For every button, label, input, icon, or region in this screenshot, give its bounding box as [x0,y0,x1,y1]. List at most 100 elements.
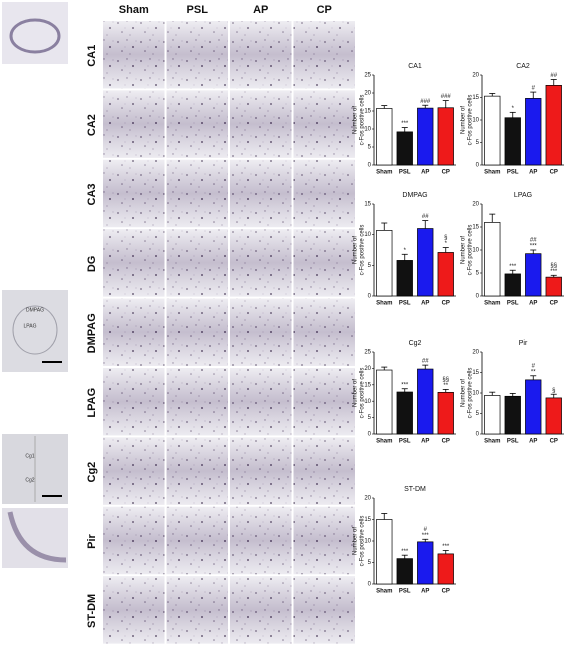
micrograph-shade [103,298,165,366]
micrograph-shade [103,576,165,644]
chart-title: Cg2 [409,340,422,347]
bar [376,369,393,435]
row-label: DMPAG [86,313,98,353]
micrograph-shade [166,90,228,158]
significance-label: # [532,363,536,369]
row-label: CA2 [86,114,98,136]
y-tick-label: 5 [368,145,372,151]
bar [525,379,542,435]
micrograph-shade [230,298,292,366]
x-tick-label: AP [529,439,537,445]
micrograph-shade [103,21,165,89]
micrograph-shade [230,90,292,158]
y-tick-label: 15 [472,225,479,231]
micrograph-shade [293,506,355,575]
bar [376,519,393,585]
chart-title: LPAG [514,192,532,199]
bar [545,276,562,297]
micrograph-shade [103,437,165,505]
significance-label: * [445,241,448,247]
micrograph-shade [230,21,292,89]
column-header: AP [253,4,268,16]
significance-label: *** [509,264,517,270]
y-tick-label: 20 [364,91,371,97]
x-tick-label: PSL [399,170,411,176]
y-tick-label: 20 [472,73,479,79]
micrograph-shade [103,229,165,297]
y-axis-label: Number of [353,379,359,407]
significance-label: # [424,527,428,533]
y-tick-label: 0 [476,163,480,169]
significance-label: § [444,235,447,241]
y-axis-label: c-Fos positive cells [360,368,366,419]
x-tick-label: CP [442,589,450,595]
micrograph-shade [166,298,228,366]
y-tick-label: 15 [364,109,371,115]
micrograph-shade [230,229,292,297]
significance-label: ## [530,238,537,244]
bar [525,253,542,297]
chart-title: ST-DM [404,486,426,493]
significance-label: §§ [442,377,449,383]
y-tick-label: 20 [364,366,371,372]
micrograph-shade [103,368,165,436]
chart-title: Pir [519,340,528,347]
thumbnail-shape [9,18,61,54]
y-tick-label: 5 [368,560,372,566]
thumbnail-shape [7,511,67,563]
significance-label: ### [420,99,431,105]
y-tick-label: 15 [364,517,371,523]
y-axis-label: Number of [353,236,359,264]
significance-label: *** [422,533,430,539]
row-label: LPAG [86,388,98,418]
micrograph-shade [166,159,228,228]
y-tick-label: 5 [368,415,372,421]
chart-title: CA2 [516,63,530,70]
y-tick-label: 15 [472,95,479,101]
thumbnail-shape [12,305,58,355]
bar [396,260,413,297]
bar [437,553,454,585]
significance-label: * [404,248,407,254]
y-tick-label: 0 [368,432,372,438]
x-tick-label: CP [550,301,558,307]
significance-label: ## [550,73,557,79]
micrograph-shade [293,90,355,158]
y-tick-label: 10 [472,118,479,124]
x-tick-label: PSL [507,170,519,176]
significance-label: *** [442,544,450,550]
y-tick-label: 5 [476,271,480,277]
bar [396,131,413,166]
x-tick-label: AP [421,439,429,445]
column-header: PSL [187,4,209,16]
y-axis-label: Number of [353,527,359,555]
y-axis-label: c-Fos positive cells [360,225,366,276]
y-tick-label: 5 [368,263,372,269]
y-tick-label: 10 [472,248,479,254]
bar [484,95,501,166]
y-axis-label: c-Fos positive cells [360,516,366,567]
bar [437,252,454,297]
thumbnails: DMPAG LPAG Cg1 Cg2 [2,2,68,568]
y-tick-label: 0 [476,294,480,300]
x-tick-label: Sham [376,439,392,445]
micrograph-shade [103,159,165,228]
significance-label: *** [530,244,538,250]
bar [376,230,393,297]
y-tick-label: 10 [364,232,371,238]
x-tick-label: PSL [399,301,411,307]
bar [504,273,521,297]
column-header: Sham [119,4,149,16]
x-tick-label: CP [550,170,558,176]
micrograph-shade [166,506,228,575]
y-tick-label: 5 [476,140,480,146]
inset-label: Cg2 [25,477,34,483]
micrograph-shade [293,229,355,297]
y-tick-label: 15 [472,370,479,376]
row-label: DG [86,256,98,273]
micrograph-shade [166,229,228,297]
bar [545,397,562,435]
row-label: CA1 [86,45,98,67]
row-label: CA3 [86,183,98,205]
x-tick-label: Sham [484,301,500,307]
